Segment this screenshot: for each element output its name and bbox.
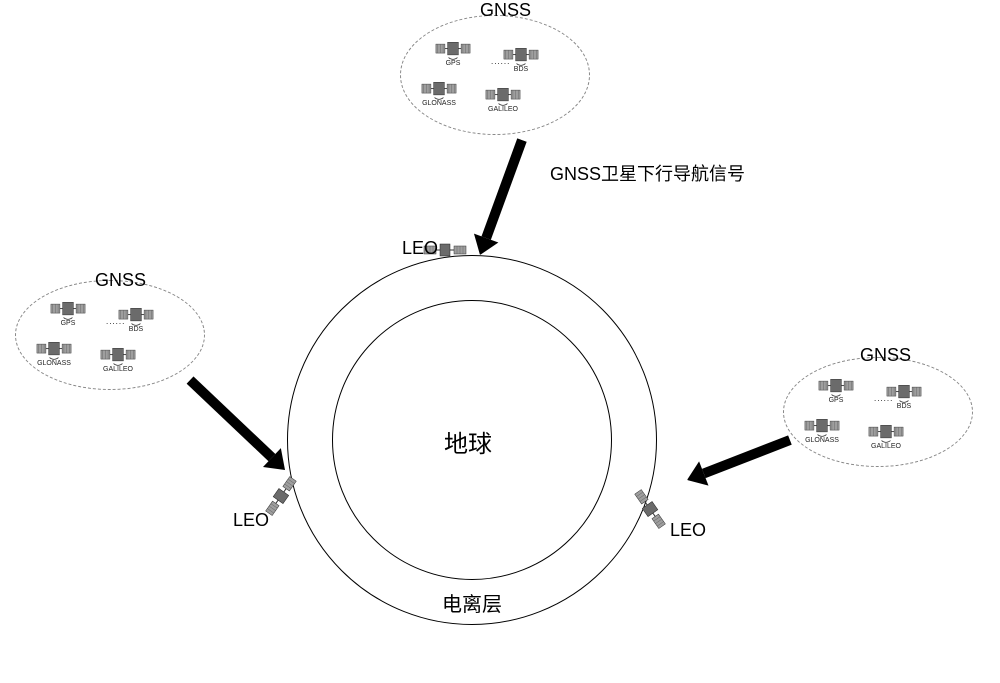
satellite-label: GLONASS bbox=[419, 100, 459, 107]
ellipsis-icon: ...... bbox=[874, 394, 893, 403]
satellite-label: GLONASS bbox=[802, 437, 842, 444]
satellite-icon bbox=[818, 373, 854, 398]
gnss-label: GNSS bbox=[860, 345, 911, 366]
gnss-ellipse bbox=[400, 15, 590, 135]
gnss-label: GNSS bbox=[95, 270, 146, 291]
satellite-label: BDS bbox=[501, 66, 541, 73]
satellite-label: BDS bbox=[116, 326, 156, 333]
gnss-label: GNSS bbox=[480, 0, 531, 21]
leo-label: LEO bbox=[402, 238, 438, 259]
satellite-label: BDS bbox=[884, 403, 924, 410]
satellite-icon bbox=[868, 419, 904, 444]
leo-label: LEO bbox=[233, 510, 269, 531]
satellite-label: GPS bbox=[48, 320, 88, 327]
satellite-label: GLONASS bbox=[34, 360, 74, 367]
satellite-label: GPS bbox=[816, 397, 856, 404]
satellite-icon bbox=[485, 82, 521, 107]
satellite-icon bbox=[435, 36, 471, 61]
gnss-ellipse bbox=[15, 280, 205, 390]
satellite-label: GALILEO bbox=[98, 366, 138, 373]
satellite-icon bbox=[804, 413, 840, 438]
satellite-label: GALILEO bbox=[483, 106, 523, 113]
ionosphere-label: 电离层 bbox=[442, 588, 502, 617]
satellite-icon bbox=[50, 296, 86, 321]
satellite-label: GALILEO bbox=[866, 443, 906, 450]
satellite-icon bbox=[36, 336, 72, 361]
signal-label: GNSS卫星下行导航信号 bbox=[550, 160, 745, 186]
satellite-icon bbox=[421, 76, 457, 101]
earth-label: 地球 bbox=[444, 424, 492, 459]
satellite-label: GPS bbox=[433, 60, 473, 67]
gnss-ellipse bbox=[783, 357, 973, 467]
satellite-icon bbox=[100, 342, 136, 367]
ellipsis-icon: ...... bbox=[106, 317, 125, 326]
ellipsis-icon: ...... bbox=[491, 57, 510, 66]
leo-label: LEO bbox=[670, 520, 706, 541]
